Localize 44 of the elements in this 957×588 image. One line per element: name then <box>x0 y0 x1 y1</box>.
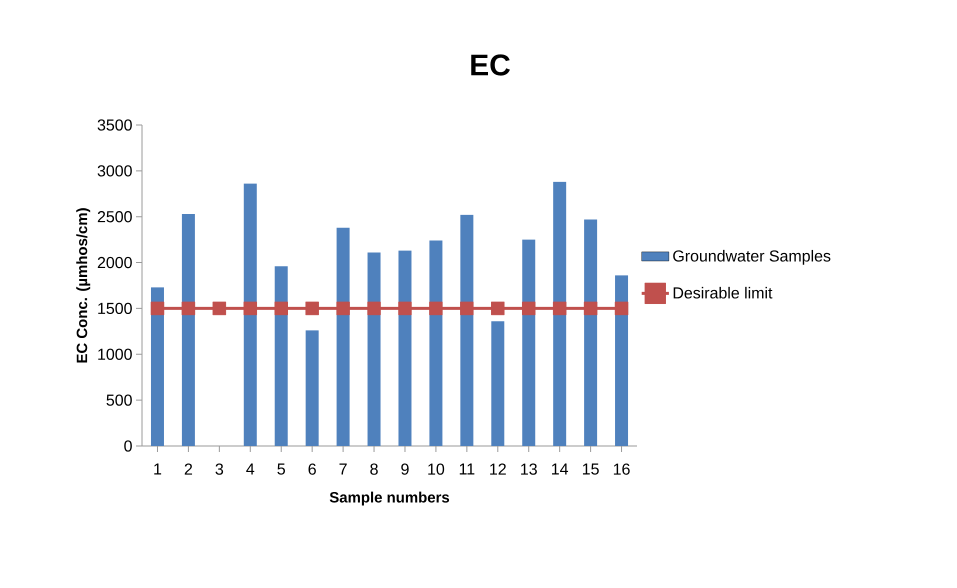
x-tick-label: 16 <box>614 464 630 475</box>
legend-label: Desirable limit <box>674 286 772 299</box>
bar <box>244 184 257 446</box>
y-tick-label: 2000 <box>98 256 132 268</box>
bar <box>584 219 598 446</box>
bar <box>615 275 628 446</box>
x-tick-label: 2 <box>184 464 192 475</box>
x-tick-label: 14 <box>552 464 568 474</box>
bar <box>274 266 288 446</box>
x-axis-title: Sample numbers <box>330 492 450 506</box>
bar <box>336 228 350 446</box>
y-tick-label: 2500 <box>98 211 132 222</box>
x-tick-label: 3 <box>216 464 224 475</box>
bar <box>491 321 504 446</box>
bar <box>553 182 566 446</box>
x-tick-label: 11 <box>460 464 474 474</box>
y-tick-label: 1500 <box>98 302 132 314</box>
chart-title: EC <box>471 54 510 76</box>
bar <box>398 250 412 446</box>
x-tick-label: 4 <box>246 464 254 474</box>
bar <box>522 240 536 446</box>
x-tick-label: 7 <box>339 464 347 474</box>
y-axis-title: EC Conc. (µmhos/cm) <box>76 208 90 363</box>
bar <box>429 240 442 446</box>
x-tick-label: 12 <box>490 464 506 475</box>
x-tick-label: 9 <box>401 464 409 475</box>
x-tick-label: 5 <box>277 464 285 475</box>
x-tick-label: 1 <box>154 464 162 474</box>
x-tick-label: 6 <box>308 464 316 475</box>
bar <box>368 252 381 446</box>
y-tick-label: 1000 <box>98 348 132 360</box>
y-tick-label: 500 <box>106 394 132 406</box>
x-tick-label: 15 <box>582 464 599 475</box>
x-tick-label: 10 <box>428 464 444 475</box>
bar <box>306 330 319 446</box>
y-tick-label: 0 <box>124 440 132 452</box>
y-tick-label: 3000 <box>98 165 132 176</box>
y-tick-label: 3500 <box>98 119 132 131</box>
legend-label: Groundwater Samples <box>673 250 830 265</box>
bar <box>150 287 164 446</box>
x-tick-label: 13 <box>521 464 537 475</box>
bar <box>182 214 195 446</box>
bar <box>460 214 474 446</box>
x-tick-label: 8 <box>370 464 378 475</box>
